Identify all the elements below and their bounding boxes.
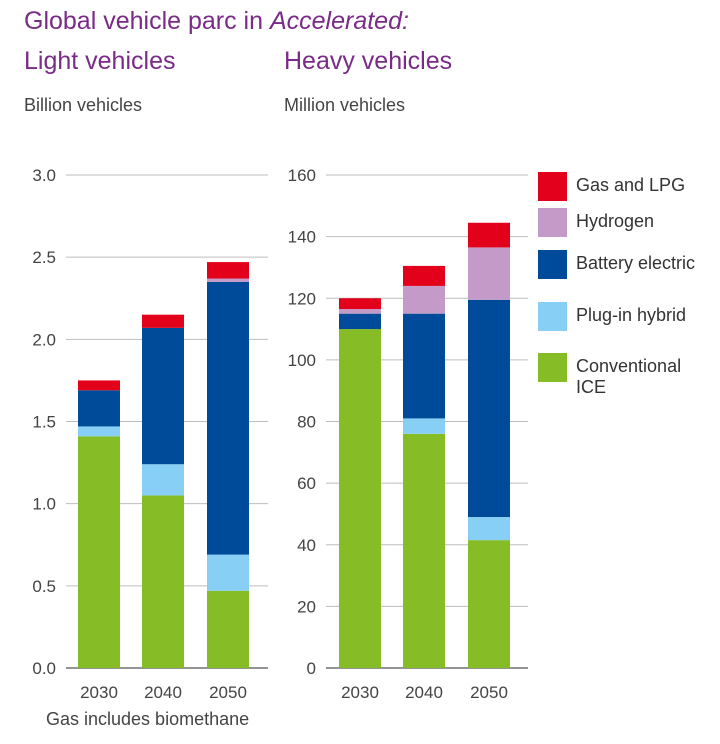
light-vehicles-unit-label: Billion vehicles xyxy=(24,95,143,115)
heavy-y-tick-label: 120 xyxy=(288,289,316,308)
heavy-x-tick-label: 2040 xyxy=(405,683,443,702)
light-x-tick-label: 2030 xyxy=(80,683,118,702)
light-bar-2050-battery-electric xyxy=(207,281,249,555)
heavy-vehicles-subtitle: Heavy vehicles xyxy=(284,47,453,75)
heavy-bar-2030-hydrogen xyxy=(339,309,381,314)
light-vehicles-subtitle: Light vehicles xyxy=(24,47,176,75)
heavy-y-tick-label: 20 xyxy=(297,597,316,616)
light-bar-2050-gas-and-lpg xyxy=(207,262,249,279)
legend-label: Hydrogen xyxy=(576,211,655,231)
heavy-y-tick-label: 40 xyxy=(297,536,316,555)
legend-label: Plug-in hybrid xyxy=(576,305,687,325)
legend-label: Battery electric xyxy=(576,253,696,273)
heavy-bar-2040-gas-and-lpg xyxy=(403,265,445,286)
light-bar-2040-gas-and-lpg xyxy=(142,314,184,328)
heavy-y-tick-label: 100 xyxy=(288,351,316,370)
light-y-tick-label: 1.5 xyxy=(32,413,56,432)
heavy-x-tick-label: 2030 xyxy=(341,683,379,702)
legend-label: Gas and LPG xyxy=(576,175,686,195)
heavy-x-tick-label: 2050 xyxy=(470,683,508,702)
heavy-y-tick-label: 140 xyxy=(288,228,316,247)
chart-title-emphasis: Accelerated: xyxy=(269,7,409,35)
heavy-bar-2040-battery-electric xyxy=(403,313,445,419)
heavy-bar-2050-battery-electric xyxy=(468,299,510,518)
light-y-tick-label: 0.5 xyxy=(32,577,56,596)
light-bar-2050-conventional-ice xyxy=(207,590,249,668)
heavy-bar-2050-gas-and-lpg xyxy=(468,222,510,248)
light-y-tick-label: 3.0 xyxy=(32,166,56,185)
light-y-tick-label: 2.5 xyxy=(32,248,56,267)
light-x-tick-label: 2040 xyxy=(144,683,182,702)
heavy-bar-2040-plug-in-hybrid xyxy=(403,418,445,434)
heavy-bar-2050-conventional-ice xyxy=(468,540,510,668)
legend-label: Conventional ICE xyxy=(576,356,682,397)
heavy-vehicles-unit-label: Million vehicles xyxy=(284,95,406,115)
heavy-bar-2030-battery-electric xyxy=(339,313,381,330)
light-bar-2050-hydrogen xyxy=(207,278,249,282)
chart-title: Global vehicle parc in Accelerated: xyxy=(24,7,409,35)
heavy-bar-2050-hydrogen xyxy=(468,247,510,300)
heavy-bar-2030-gas-and-lpg xyxy=(339,298,381,310)
light-bar-2030-battery-electric xyxy=(78,390,120,427)
light-bar-2040-plug-in-hybrid xyxy=(142,464,184,496)
heavy-y-tick-label: 160 xyxy=(288,166,316,185)
light-x-tick-label: 2050 xyxy=(209,683,247,702)
heavy-bar-2030-conventional-ice xyxy=(339,329,381,668)
heavy-bar-2050-plug-in-hybrid xyxy=(468,517,510,541)
light-bar-2040-conventional-ice xyxy=(142,495,184,668)
legend-swatch xyxy=(538,302,567,331)
legend-swatch xyxy=(538,353,567,382)
heavy-y-tick-label: 80 xyxy=(297,413,316,432)
legend-swatch xyxy=(538,250,567,279)
light-y-tick-label: 1.0 xyxy=(32,495,56,514)
light-bar-2030-gas-and-lpg xyxy=(78,380,120,391)
light-bar-2050-plug-in-hybrid xyxy=(207,554,249,591)
heavy-bar-2040-conventional-ice xyxy=(403,433,445,668)
light-bar-2030-plug-in-hybrid xyxy=(78,426,120,437)
legend-swatch xyxy=(538,208,567,237)
heavy-bar-2040-hydrogen xyxy=(403,285,445,314)
light-bar-2030-conventional-ice xyxy=(78,436,120,668)
light-y-tick-label: 2.0 xyxy=(32,330,56,349)
legend-swatch xyxy=(538,172,567,201)
heavy-y-tick-label: 60 xyxy=(297,474,316,493)
light-y-tick-label: 0.0 xyxy=(32,659,56,678)
heavy-y-tick-label: 0 xyxy=(307,659,316,678)
footnote: Gas includes biomethane xyxy=(46,709,250,729)
light-bar-2040-battery-electric xyxy=(142,327,184,465)
